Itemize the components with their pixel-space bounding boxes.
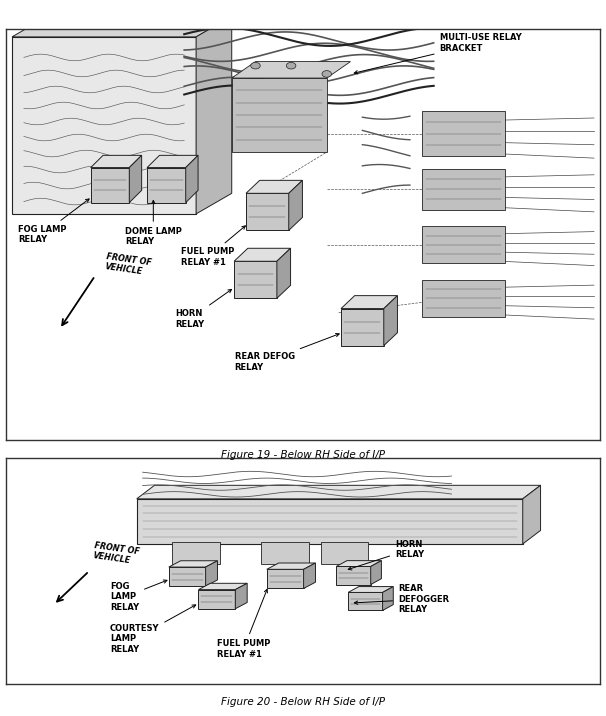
- Bar: [422, 280, 505, 316]
- Polygon shape: [205, 561, 218, 586]
- Bar: [422, 168, 505, 210]
- Polygon shape: [336, 561, 381, 566]
- Polygon shape: [246, 193, 288, 231]
- Text: COURTESY
LAMP
RELAY: COURTESY LAMP RELAY: [110, 605, 196, 654]
- Polygon shape: [371, 561, 381, 584]
- Bar: [321, 542, 368, 564]
- Polygon shape: [348, 592, 382, 611]
- Polygon shape: [341, 309, 384, 346]
- Polygon shape: [196, 16, 231, 214]
- Bar: [422, 226, 505, 263]
- Text: Figure 19 - Below RH Side of I/P: Figure 19 - Below RH Side of I/P: [221, 450, 385, 460]
- Bar: [172, 542, 220, 564]
- Text: FUEL PUMP
RELAY #1: FUEL PUMP RELAY #1: [181, 226, 245, 267]
- Polygon shape: [91, 168, 129, 203]
- Polygon shape: [341, 296, 398, 309]
- Polygon shape: [234, 248, 290, 261]
- Polygon shape: [147, 155, 198, 168]
- Bar: [261, 542, 309, 564]
- Polygon shape: [12, 16, 231, 37]
- Bar: [231, 78, 327, 152]
- Text: FUEL PUMP
RELAY #1: FUEL PUMP RELAY #1: [217, 589, 270, 659]
- Text: FRONT OF
VEHICLE: FRONT OF VEHICLE: [104, 252, 152, 278]
- Text: REAR DEFOG
RELAY: REAR DEFOG RELAY: [235, 334, 339, 372]
- Text: FOG LAMP
RELAY: FOG LAMP RELAY: [18, 199, 89, 244]
- Circle shape: [287, 62, 296, 69]
- Bar: [137, 499, 523, 544]
- Text: HORN
RELAY: HORN RELAY: [175, 289, 231, 329]
- Polygon shape: [147, 168, 185, 203]
- Text: HORN
RELAY: HORN RELAY: [348, 540, 424, 570]
- Polygon shape: [246, 180, 302, 193]
- Polygon shape: [185, 155, 198, 203]
- Polygon shape: [523, 485, 541, 544]
- Bar: [422, 111, 505, 156]
- Polygon shape: [199, 589, 235, 609]
- Polygon shape: [288, 180, 302, 231]
- Polygon shape: [231, 62, 350, 78]
- Polygon shape: [304, 563, 316, 589]
- Circle shape: [322, 71, 331, 77]
- Polygon shape: [169, 561, 218, 567]
- Text: FOG
LAMP
RELAY: FOG LAMP RELAY: [110, 580, 167, 612]
- Polygon shape: [336, 566, 371, 584]
- Polygon shape: [235, 584, 247, 609]
- Polygon shape: [12, 37, 196, 214]
- Text: DOME LAMP
RELAY: DOME LAMP RELAY: [125, 200, 182, 246]
- Polygon shape: [277, 248, 290, 299]
- Polygon shape: [384, 296, 398, 346]
- Polygon shape: [267, 569, 304, 589]
- Polygon shape: [91, 155, 142, 168]
- Polygon shape: [199, 584, 247, 589]
- Polygon shape: [382, 586, 393, 611]
- Circle shape: [251, 62, 260, 69]
- Polygon shape: [169, 567, 205, 586]
- Polygon shape: [234, 261, 277, 299]
- Text: REAR
DEFOGGER
RELAY: REAR DEFOGGER RELAY: [355, 584, 449, 614]
- Polygon shape: [129, 155, 142, 203]
- Text: Figure 20 - Below RH Side of I/P: Figure 20 - Below RH Side of I/P: [221, 697, 385, 707]
- Polygon shape: [267, 563, 316, 569]
- Text: MULTI-USE RELAY
BRACKET: MULTI-USE RELAY BRACKET: [355, 34, 521, 74]
- Polygon shape: [348, 586, 393, 592]
- Text: FRONT OF
VEHICLE: FRONT OF VEHICLE: [92, 541, 140, 566]
- Polygon shape: [137, 485, 541, 499]
